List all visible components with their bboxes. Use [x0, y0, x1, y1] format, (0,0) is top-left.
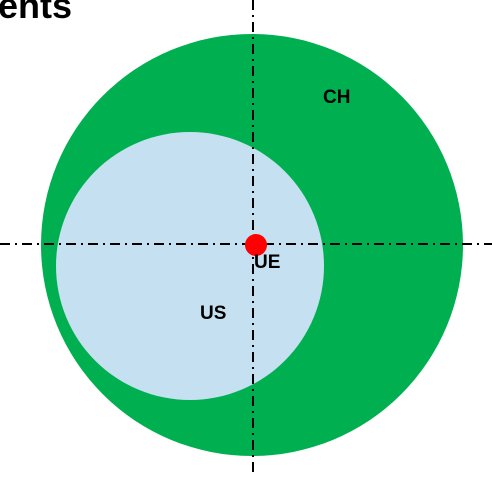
ch-label: CH	[323, 87, 350, 108]
ue-label: UE	[254, 252, 280, 273]
ue-marker	[245, 234, 267, 256]
us-circle	[56, 132, 324, 400]
us-label: US	[200, 303, 226, 324]
page-title: ents	[0, 0, 73, 26]
